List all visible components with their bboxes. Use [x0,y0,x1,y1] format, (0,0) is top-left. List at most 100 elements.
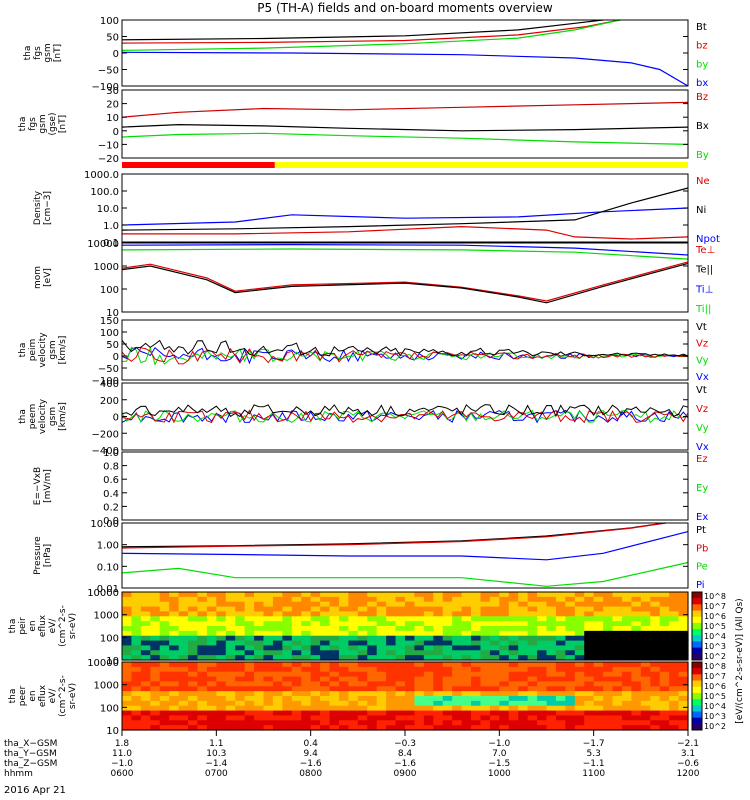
spectrogram-cell [678,635,689,642]
spectrogram-cell [348,645,359,651]
spectrogram-cell [508,671,519,678]
y-axis-label-line: sr-eV) [68,613,78,639]
spectrogram-cell [584,671,595,678]
spectrogram-cell [631,720,642,726]
spectrogram-cell [159,715,170,721]
spectrogram-cell [272,621,283,627]
spectrogram-cell [593,662,604,668]
spectrogram-cell [150,671,161,678]
spectrogram-cell [206,715,217,721]
spectrogram-cell [367,616,378,622]
series-Pb [121,522,666,549]
spectrogram-cell [546,666,557,673]
legend-item: Npot [696,234,720,245]
spectrogram-cell [216,705,227,712]
mode-bar-segment [122,162,275,168]
spectrogram-cell [414,655,425,661]
spectrogram-cell [423,696,434,702]
spectrogram-cell [593,630,604,637]
y-tick-label: 10 [106,656,119,667]
spectrogram-cell [348,596,359,603]
spectrogram-cell [301,681,312,687]
spectrogram-cell [225,621,236,627]
spectrogram-cell [254,696,265,702]
spectrogram-cell [565,676,576,683]
spectrogram-cell [480,691,491,697]
spectrogram-cell [565,720,576,726]
spectrogram-cell [367,671,378,678]
spectrogram-cell [414,611,425,617]
spectrogram-cell [537,691,548,697]
spectrogram-cell [386,640,397,647]
spectrogram-cell [140,606,151,613]
spectrogram-cell [169,710,180,717]
spectrogram-cell [140,592,151,598]
spectrogram-cell [282,630,293,637]
spectrogram-cell [527,635,538,642]
colorbar-tick-label: 10^7 [704,602,726,611]
spectrogram-cell [376,611,387,617]
spectrogram-cell [452,650,463,656]
y-axis-label-line: tha [8,619,18,634]
spectrogram-cell [640,686,651,692]
colorbar-tick-label: 10^3 [704,712,726,721]
spectrogram-cell [461,592,472,598]
spectrogram-cell [291,596,302,603]
spectrogram-cell [593,700,604,707]
spectrogram-cell [225,705,236,712]
spectrogram-cell [254,650,265,656]
spectrogram-cell [537,645,548,651]
spectrogram-cell [584,696,595,702]
spectrogram-cell [603,592,614,598]
spectrogram-cell [188,715,199,721]
x-row-label: tha_X−GSM [4,739,57,749]
spectrogram-cell [272,666,283,673]
spectrogram-cell [659,691,670,697]
spectrogram-cell [603,635,614,642]
spectrogram-cell [650,705,661,712]
spectrogram-cell [122,616,133,622]
spectrogram-cell [338,700,349,707]
spectrogram-cell [546,696,557,702]
spectrogram-cell [216,596,227,603]
spectrogram-cell [197,606,208,613]
spectrogram-cell [546,606,557,613]
spectrogram-cell [140,662,151,668]
spectrogram-cell [301,621,312,627]
spectrogram-cell [433,662,444,668]
spectrogram-cell [301,596,312,603]
spectrogram-cell [122,592,133,598]
spectrogram-cell [320,725,331,731]
spectrogram-cell [150,676,161,683]
spectrogram-cell [584,700,595,707]
spectrogram-cell [395,592,406,598]
y-axis-label-line: gsm [38,114,48,133]
spectrogram-cell [329,720,340,726]
spectrogram-cell [291,715,302,721]
spectrogram-cell [216,611,227,617]
y-axis-label-line: tha [18,409,28,424]
spectrogram-cell [405,696,416,702]
spectrogram-cell [546,616,557,622]
spectrogram-cell [508,710,519,717]
spectrogram-cell [423,686,434,692]
spectrogram-cell [338,710,349,717]
spectrogram-cell [140,691,151,697]
legend-item: By [696,150,709,161]
spectrogram-cell [310,666,321,673]
spectrogram-cell [178,601,189,608]
spectrogram-cell [631,686,642,692]
spectrogram-cell [272,606,283,613]
x-row-value: 3.1 [681,749,695,759]
spectrogram-cell [555,686,566,692]
spectrogram-cell [574,601,585,608]
spectrogram-cell [188,640,199,647]
spectrogram-cell [206,710,217,717]
spectrogram-cell [621,650,632,656]
spectrogram-cell [272,655,283,661]
spectrogram-cell [263,696,274,702]
spectrogram-cell [405,645,416,651]
spectrogram-cell [631,635,642,642]
spectrogram-cell [527,662,538,668]
